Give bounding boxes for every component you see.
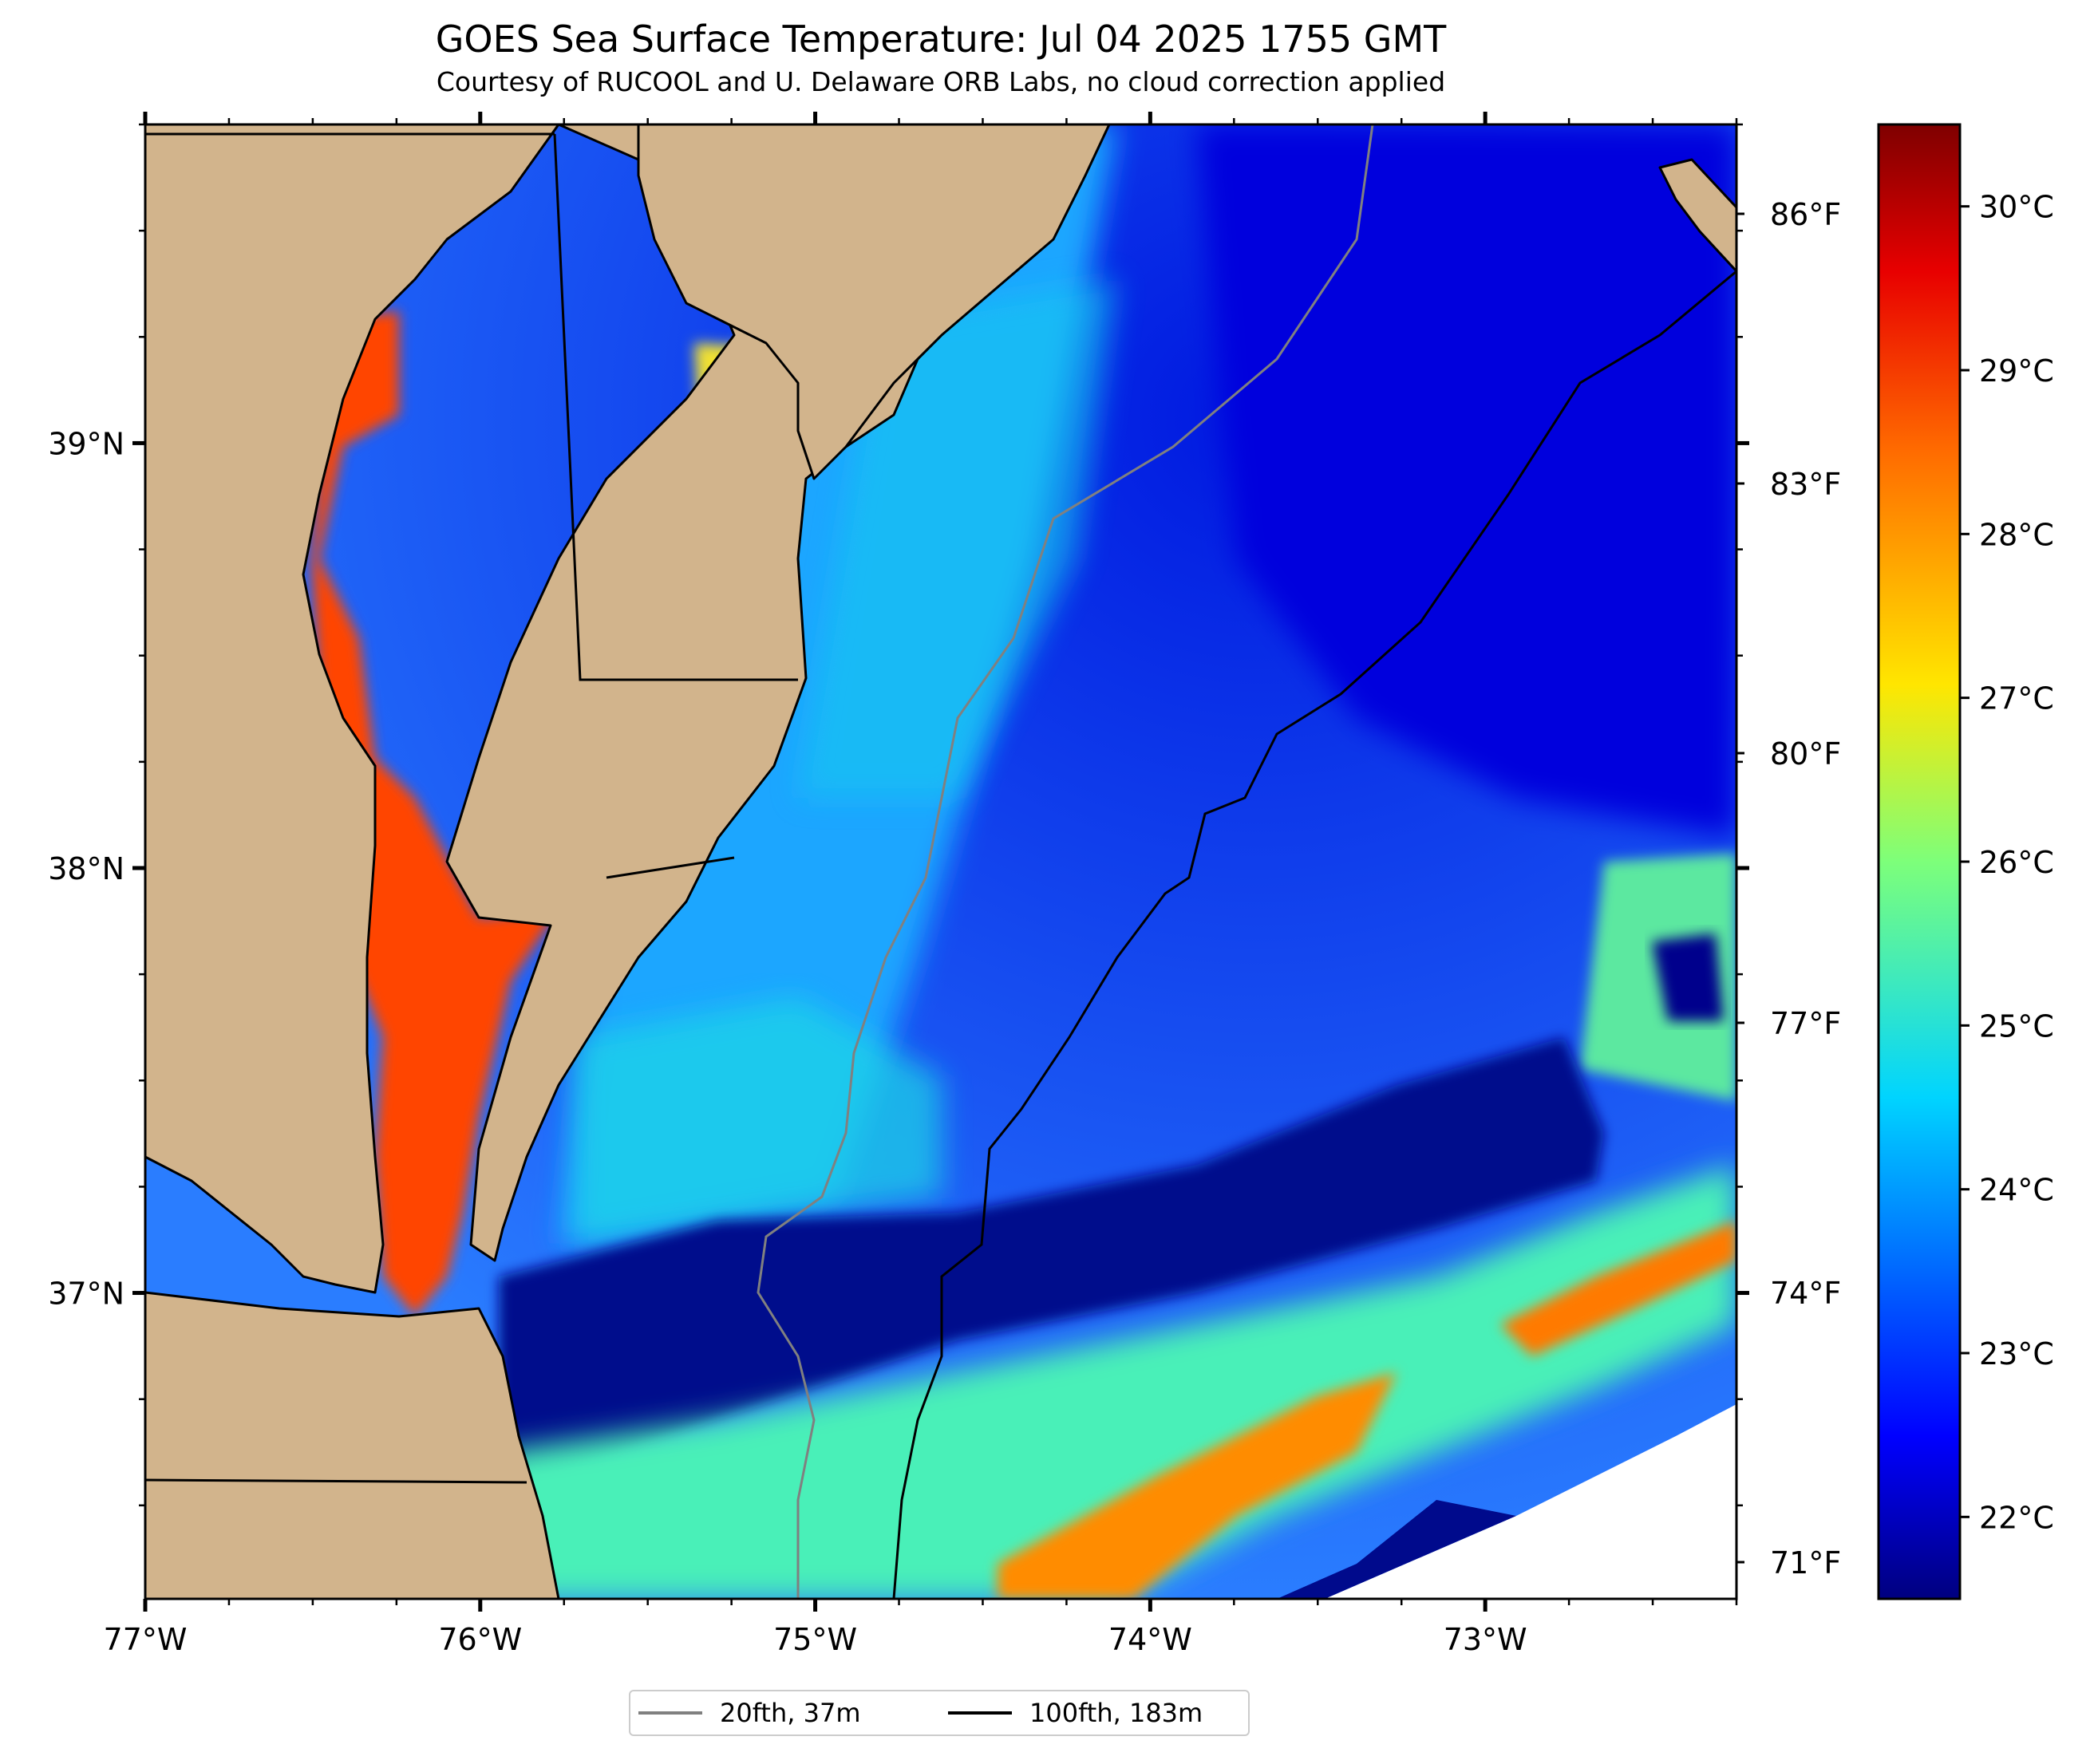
colorbar-tick-label: 25°C [1979, 1008, 2054, 1044]
lon-tick-label: 75°W [773, 1622, 857, 1657]
colorbar-tick-label: 26°C [1979, 845, 2054, 880]
map-frame [144, 123, 1738, 1600]
lon-tick-label: 77°W [104, 1622, 188, 1657]
f-label-77: 77°F [1770, 1006, 1841, 1041]
colorbar-tick-label: 29°C [1979, 353, 2054, 389]
map-title: GOES Sea Surface Temperature: Jul 04 202… [435, 18, 1447, 61]
lat-tick-label: 37°N [48, 1277, 124, 1312]
legend-swatch-20fth [638, 1711, 702, 1715]
lon-tick-label: 74°W [1108, 1622, 1192, 1657]
western-shore [145, 124, 560, 1294]
colorbar-axis: 30°C 29°C 28°C 27°C 26°C 25°C 24°C 23°C 22°C [1960, 190, 2054, 1535]
map-subtitle: Courtesy of RUCOOL and U. Delaware ORB L… [436, 66, 1446, 97]
f-label-86: 86°F [1770, 197, 1841, 232]
legend-swatch-100fth [948, 1711, 1012, 1715]
colorbar-tick-label: 23°C [1979, 1336, 2054, 1371]
f-label-74: 74°F [1770, 1276, 1841, 1311]
isobath-legend: 20fth, 37m 100fth, 183m [629, 1690, 1250, 1736]
lat-tick-label: 39°N [48, 426, 124, 461]
colorbar-tick-label: 22°C [1979, 1500, 2054, 1535]
legend-label-20fth: 20fth, 37m [720, 1698, 861, 1728]
colorbar-tick-label: 24°C [1979, 1173, 2054, 1208]
f-label-83: 83°F [1770, 467, 1841, 502]
lat-tick-label: 38°N [48, 851, 124, 886]
fahrenheit-axis: 86°F 83°F 80°F 77°F 74°F 71°F [1736, 197, 1841, 1580]
md-va-border [606, 856, 735, 879]
va-nc-border [145, 1478, 527, 1484]
gulfstream-orange-east [1500, 1221, 1736, 1356]
colorbar-tick-label: 27°C [1979, 681, 2054, 716]
cold-southeast-edge [1277, 1500, 1516, 1599]
f-label-80: 80°F [1770, 736, 1841, 772]
no-data-southeast [1325, 1404, 1736, 1599]
offshore-deep [1197, 124, 1736, 838]
map-axes: 77°W 76°W 75°W 74°W 73°W 39°N 38°N 37°N [48, 112, 1749, 1657]
southern-virginia [145, 1291, 560, 1599]
colorbar-tick-label: 30°C [1979, 190, 2054, 225]
isobath-100fth [892, 270, 1736, 1599]
east-green-patch [1580, 854, 1736, 1101]
colorbar [1877, 123, 1962, 1600]
new-jersey [637, 124, 1111, 480]
gulfstream-orange-south [998, 1372, 1397, 1599]
lon-tick-label: 76°W [438, 1622, 522, 1657]
state-borders [145, 132, 798, 1484]
east-cold-eddy [1652, 933, 1724, 1021]
legend-item-100fth: 100fth, 183m [948, 1691, 1203, 1734]
legend-item-20fth: 20fth, 37m [638, 1691, 860, 1734]
f-label-71: 71°F [1770, 1545, 1841, 1580]
long-island [1658, 158, 1736, 273]
southern-warm-water [499, 1165, 1736, 1599]
land-masses [145, 124, 1736, 1599]
cold-upwelling-band [499, 1037, 1604, 1484]
de-md-border [553, 133, 798, 681]
isobath-20fth [757, 124, 1374, 1599]
inshore-cyan [575, 997, 942, 1245]
sst-field [145, 124, 1736, 1599]
legend-label-100fth: 100fth, 183m [1029, 1698, 1203, 1728]
delmarva-peninsula [445, 124, 1111, 1262]
colorbar-tick-label: 28°C [1979, 517, 2054, 552]
lon-tick-label: 73°W [1444, 1622, 1527, 1657]
